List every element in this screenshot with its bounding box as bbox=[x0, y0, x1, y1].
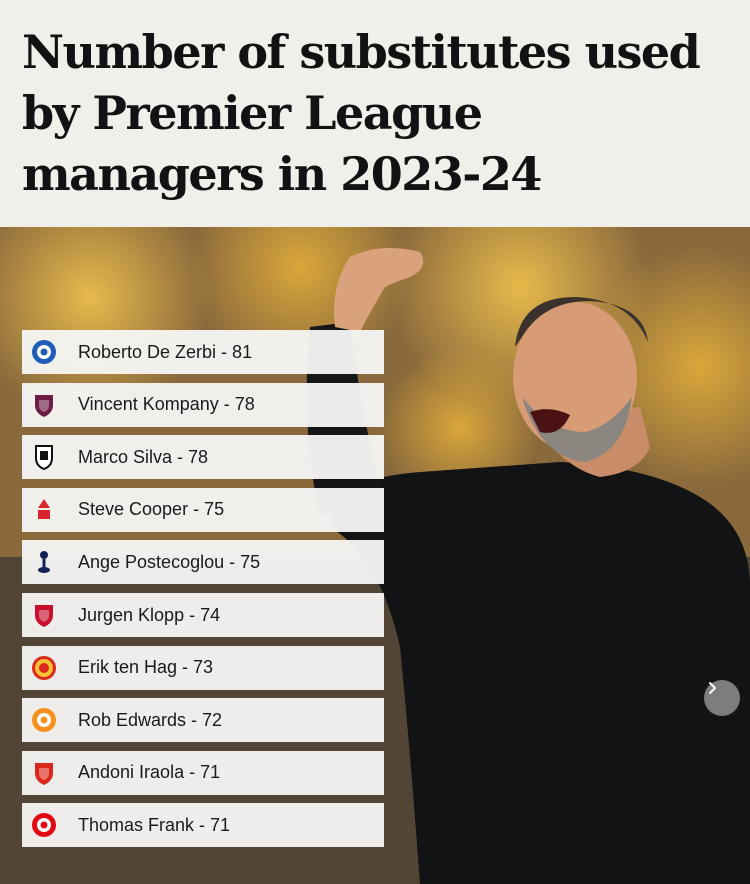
list-item: Rob Edwards - 72 bbox=[22, 698, 384, 743]
tottenham-badge-icon bbox=[30, 548, 58, 576]
manchester-united-badge-icon bbox=[30, 654, 58, 682]
manager-label: Ange Postecoglou - 75 bbox=[78, 551, 261, 572]
list-item: Marco Silva - 78 bbox=[22, 435, 384, 480]
list-item: Vincent Kompany - 78 bbox=[22, 382, 384, 427]
manager-label: Andoni Iraola - 71 bbox=[78, 762, 221, 783]
manager-label: Jurgen Klopp - 74 bbox=[78, 604, 221, 625]
brentford-badge-icon bbox=[30, 811, 58, 839]
list-item: Roberto De Zerbi - 81 bbox=[22, 330, 384, 374]
list-item: Erik ten Hag - 73 bbox=[22, 645, 384, 690]
manager-label: Roberto De Zerbi - 81 bbox=[78, 341, 253, 362]
list-item: Thomas Frank - 71 bbox=[22, 803, 384, 848]
brighton-badge-icon bbox=[30, 338, 58, 366]
chevron-right-icon bbox=[709, 682, 716, 694]
nottingham-forest-badge-icon bbox=[30, 496, 58, 524]
burnley-badge-icon bbox=[30, 391, 58, 419]
list-item: Ange Postecoglou - 75 bbox=[22, 540, 384, 585]
bournemouth-badge-icon bbox=[30, 759, 58, 787]
fulham-badge-icon bbox=[30, 443, 58, 471]
list-item: Andoni Iraola - 71 bbox=[22, 750, 384, 795]
list-item: Jurgen Klopp - 74 bbox=[22, 593, 384, 637]
manager-label: Steve Cooper - 75 bbox=[78, 499, 225, 520]
liverpool-badge-icon bbox=[30, 601, 58, 629]
manager-label: Vincent Kompany - 78 bbox=[78, 394, 255, 415]
manager-label: Thomas Frank - 71 bbox=[78, 814, 231, 835]
header: Number of substitutes used by Premier Le… bbox=[0, 0, 750, 227]
chart-title: Number of substitutes used by Premier Le… bbox=[22, 25, 701, 201]
list-item: Steve Cooper - 75 bbox=[22, 487, 384, 532]
manager-label: Erik ten Hag - 73 bbox=[78, 657, 214, 678]
carousel-next-button[interactable] bbox=[704, 680, 740, 716]
luton-town-badge-icon bbox=[30, 706, 58, 734]
manager-label: Marco Silva - 78 bbox=[78, 446, 209, 467]
manager-label: Rob Edwards - 72 bbox=[78, 709, 223, 730]
